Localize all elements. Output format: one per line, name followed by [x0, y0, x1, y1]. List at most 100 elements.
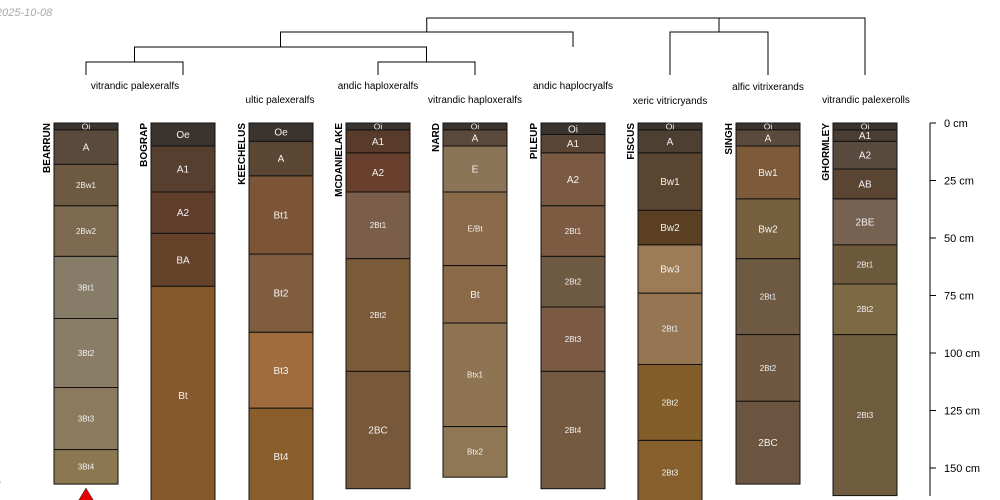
horizon-label: Bw2 — [758, 224, 778, 235]
horizon-block — [53, 129, 119, 165]
horizon-label: Oi — [568, 124, 578, 135]
dendrogram-branch — [669, 31, 769, 75]
horizon-block — [150, 285, 216, 500]
horizon-label: Bt — [470, 290, 480, 301]
profile-name: BOGRAP — [139, 123, 150, 167]
horizon-label: 2BE — [856, 217, 875, 228]
dendrogram-branch — [280, 31, 574, 47]
horizon-block — [248, 140, 314, 177]
horizon-label: A — [472, 133, 479, 144]
taxon-label: andic haploxeralfs — [338, 81, 419, 92]
horizon-label: 2Bt1 — [370, 221, 387, 230]
horizon-block — [53, 255, 119, 319]
horizon-block — [53, 318, 119, 388]
horizon-label: 2Bt1 — [760, 292, 777, 301]
horizon-block — [540, 152, 606, 207]
horizon-label: 3Bt3 — [78, 414, 95, 423]
horizon-label: Bw1 — [758, 168, 778, 179]
horizon-label: Oi — [374, 121, 383, 131]
horizon-label: Bw1 — [660, 177, 680, 188]
horizon-block — [540, 306, 606, 372]
profile-name: MCDANIELAKE — [334, 123, 345, 197]
taxon-label: alfic vitrixerands — [732, 82, 804, 93]
horizon-label: Oi — [666, 121, 675, 131]
horizon-label: A — [765, 133, 772, 144]
horizon-label: 2Bt2 — [662, 398, 679, 407]
profile-name: SINGH — [724, 123, 735, 155]
horizon-block — [442, 145, 508, 193]
horizon-label: Bw3 — [660, 265, 680, 276]
depth-tick-label: 25 cm — [944, 176, 974, 188]
profile-name: FISCUS — [626, 123, 637, 160]
horizon-block — [248, 175, 314, 255]
horizon-label: BA — [176, 255, 190, 266]
horizon-label: 2Bt1 — [565, 227, 582, 236]
horizon-label: A — [278, 154, 285, 165]
horizon-label: A1 — [567, 139, 580, 150]
horizon-label: 3Bt2 — [78, 349, 95, 358]
horizon-label: A2 — [567, 175, 580, 186]
date-label: 2025-10-08 — [0, 7, 53, 19]
profile-name: BEARRUN — [42, 123, 53, 173]
horizon-block — [832, 140, 898, 170]
horizon-block — [832, 244, 898, 285]
bottom-marker-icon — [78, 487, 94, 500]
horizon-label: Bt2 — [273, 289, 288, 300]
horizon-block — [53, 449, 119, 485]
taxon-label: vitrandic palexerolls — [822, 95, 910, 106]
profile-name: KEECHELUS — [237, 123, 248, 185]
horizon-label: Bt1 — [273, 211, 288, 222]
taxon-label: vitrandic haploxeralfs — [428, 95, 522, 106]
horizon-block — [832, 198, 898, 246]
horizon-block — [150, 232, 216, 287]
taxon-label: xeric vitricryands — [633, 96, 707, 107]
horizon-label: 2BC — [368, 426, 387, 437]
profile-name: PILEUP — [529, 123, 540, 159]
horizon-block — [637, 364, 703, 441]
horizon-block — [832, 334, 898, 497]
horizon-label: Btx1 — [467, 371, 484, 380]
horizon-label: A1 — [372, 137, 385, 148]
horizon-label: 2Bw2 — [76, 227, 97, 236]
horizon-label: A1 — [177, 165, 190, 176]
horizon-label: 2Bt4 — [565, 426, 582, 435]
horizon-label: A2 — [177, 208, 190, 219]
horizon-label: Oi — [471, 121, 480, 131]
horizon-label: A — [83, 143, 90, 154]
horizon-block — [735, 198, 801, 260]
corner-mark: I — [0, 480, 1, 491]
horizon-label: E/Bt — [467, 225, 483, 234]
depth-tick-label: 50 cm — [944, 233, 974, 245]
horizon-label: 2Bt3 — [565, 335, 582, 344]
taxon-label: vitrandic palexeralfs — [91, 81, 179, 92]
horizon-label: A2 — [372, 168, 385, 179]
horizon-label: Bt — [178, 391, 188, 402]
horizon-block — [345, 191, 411, 260]
horizon-label: Bt3 — [273, 366, 288, 377]
horizon-block — [442, 322, 508, 428]
dendrogram-branch — [377, 61, 476, 75]
profile-name: NARD — [431, 123, 442, 152]
taxon-label: ultic palexeralfs — [246, 95, 315, 106]
horizon-block — [53, 205, 119, 257]
horizon-label: 2Bt2 — [565, 278, 582, 287]
horizon-block — [735, 400, 801, 485]
horizon-label: E — [472, 165, 479, 176]
horizon-label: 2Bt2 — [857, 305, 874, 314]
horizon-label: Bw2 — [660, 223, 680, 234]
horizon-label: A2 — [859, 151, 872, 162]
horizon-block — [248, 253, 314, 333]
horizon-label: 2Bw1 — [76, 181, 97, 190]
horizon-block — [637, 244, 703, 294]
horizon-block — [442, 191, 508, 267]
horizon-label: A1 — [859, 131, 872, 142]
horizon-label: 2Bt3 — [857, 411, 874, 420]
horizon-block — [540, 370, 606, 490]
depth-tick-label: 150 cm — [944, 463, 980, 475]
horizon-block — [345, 258, 411, 372]
dendrogram-branch — [572, 17, 866, 75]
horizon-block — [735, 334, 801, 402]
horizon-block — [442, 426, 508, 478]
horizon-block — [735, 145, 801, 200]
horizon-label: Oi — [82, 121, 91, 131]
